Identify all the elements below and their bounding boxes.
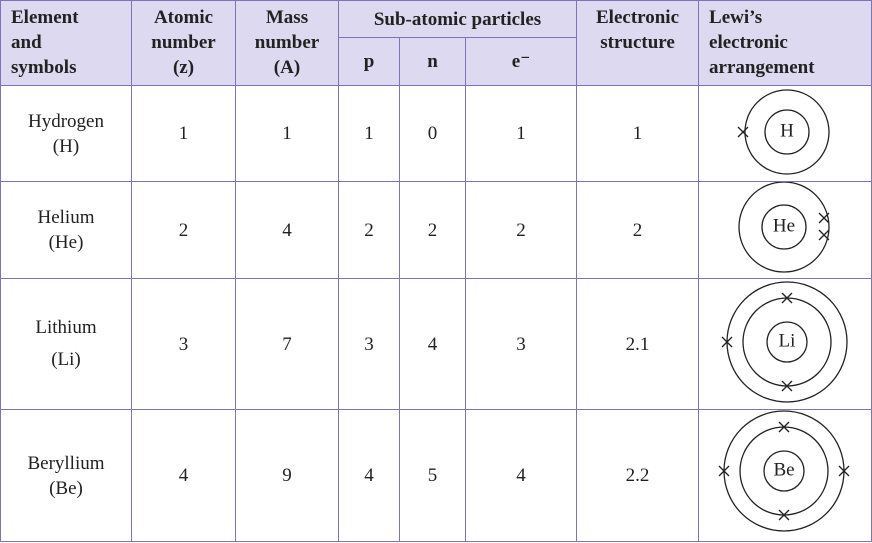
cell: 2.2 xyxy=(576,409,700,542)
cell: 9 xyxy=(235,409,339,542)
header-text: and xyxy=(11,32,42,53)
cell: 2 xyxy=(576,181,700,279)
cell: 4 xyxy=(235,181,339,279)
lewis-diagram: H xyxy=(737,89,830,175)
header-text: Electronic xyxy=(596,7,680,28)
lewis-symbol: He xyxy=(773,215,795,236)
header-e: e⁻ xyxy=(464,37,578,86)
cell: 2 xyxy=(338,181,400,279)
element-cell: Hydrogen (H) xyxy=(0,85,132,182)
header-text: symbols xyxy=(11,57,77,78)
element-name: Beryllium xyxy=(27,452,105,474)
row: Helium (He) 2 4 2 2 2 2 He xyxy=(0,181,872,279)
header-text: Atomic xyxy=(153,7,214,28)
cell: 4 xyxy=(399,278,466,410)
element-cell: Helium (He) xyxy=(0,181,132,279)
cell: 2 xyxy=(131,181,236,279)
header-text: Mass xyxy=(265,7,309,28)
cell: 3 xyxy=(131,278,236,410)
element-cell: Lithium (Li) xyxy=(0,278,132,410)
header-text: Lewi’s xyxy=(709,7,763,28)
header-text: structure xyxy=(600,32,675,53)
header-lewis: Lewi’s electronic arrangement xyxy=(698,0,872,86)
header-element: Element and symbols xyxy=(0,0,132,86)
cell: 1 xyxy=(338,85,400,182)
element-name: Lithium xyxy=(35,317,97,338)
lewis-diagram: Be xyxy=(718,410,850,532)
element-symbol: (H) xyxy=(52,135,80,157)
row: Beryllium (Be) 4 9 4 5 4 2.2 Be xyxy=(0,409,872,542)
cell: 1 xyxy=(576,85,700,182)
cell: 2 xyxy=(399,181,466,279)
lewis-diagram: He xyxy=(738,182,830,273)
header-text: Element xyxy=(11,7,79,28)
cell: 0 xyxy=(399,85,466,182)
cell: 4 xyxy=(131,409,236,542)
header-text: electronic xyxy=(709,32,788,53)
lewis-symbol: Be xyxy=(773,459,794,480)
row: Lithium (Li) 3 7 3 4 3 2.1 Li xyxy=(0,278,872,410)
header-text: (z) xyxy=(172,57,195,78)
cell: 2.1 xyxy=(576,278,700,410)
element-name: Hydrogen xyxy=(28,110,104,132)
element-symbol: (Be) xyxy=(49,477,83,499)
cell: 3 xyxy=(338,278,400,410)
cell: 3 xyxy=(464,278,578,410)
header-n: n xyxy=(399,37,466,86)
cell: 1 xyxy=(131,85,236,182)
lewis-cell: Be xyxy=(698,409,872,542)
element-symbol: (He) xyxy=(48,232,84,253)
header-mass: Mass number (A) xyxy=(235,0,339,86)
header-subatomic: Sub-atomic particles xyxy=(337,0,578,38)
row: Hydrogen (H) 1 1 1 0 1 1 H xyxy=(0,85,872,182)
lewis-symbol: H xyxy=(780,120,794,141)
element-symbol: (Li) xyxy=(51,349,81,370)
header-text: number xyxy=(254,32,320,53)
lewis-symbol: Li xyxy=(779,330,796,351)
lewis-cell: H xyxy=(698,85,872,182)
cell: 4 xyxy=(338,409,400,542)
lewis-cell: He xyxy=(698,181,872,279)
element-cell: Beryllium (Be) xyxy=(0,409,132,542)
header-p: p xyxy=(338,37,400,86)
cell: 1 xyxy=(464,85,578,182)
cell: 4 xyxy=(464,409,578,542)
cell: 5 xyxy=(399,409,466,542)
lewis-diagram: Li xyxy=(721,281,848,403)
header-structure: Electronic structure xyxy=(576,0,700,86)
header-text: number xyxy=(151,32,216,53)
header-text: arrangement xyxy=(709,57,815,78)
lewis-cell: Li xyxy=(698,278,872,410)
element-name: Helium xyxy=(37,207,95,228)
header-text: (A) xyxy=(273,57,301,78)
cell: 1 xyxy=(235,85,339,182)
header-atomic: Atomic number (z) xyxy=(131,0,236,86)
cell: 7 xyxy=(235,278,339,410)
cell: 2 xyxy=(464,181,578,279)
